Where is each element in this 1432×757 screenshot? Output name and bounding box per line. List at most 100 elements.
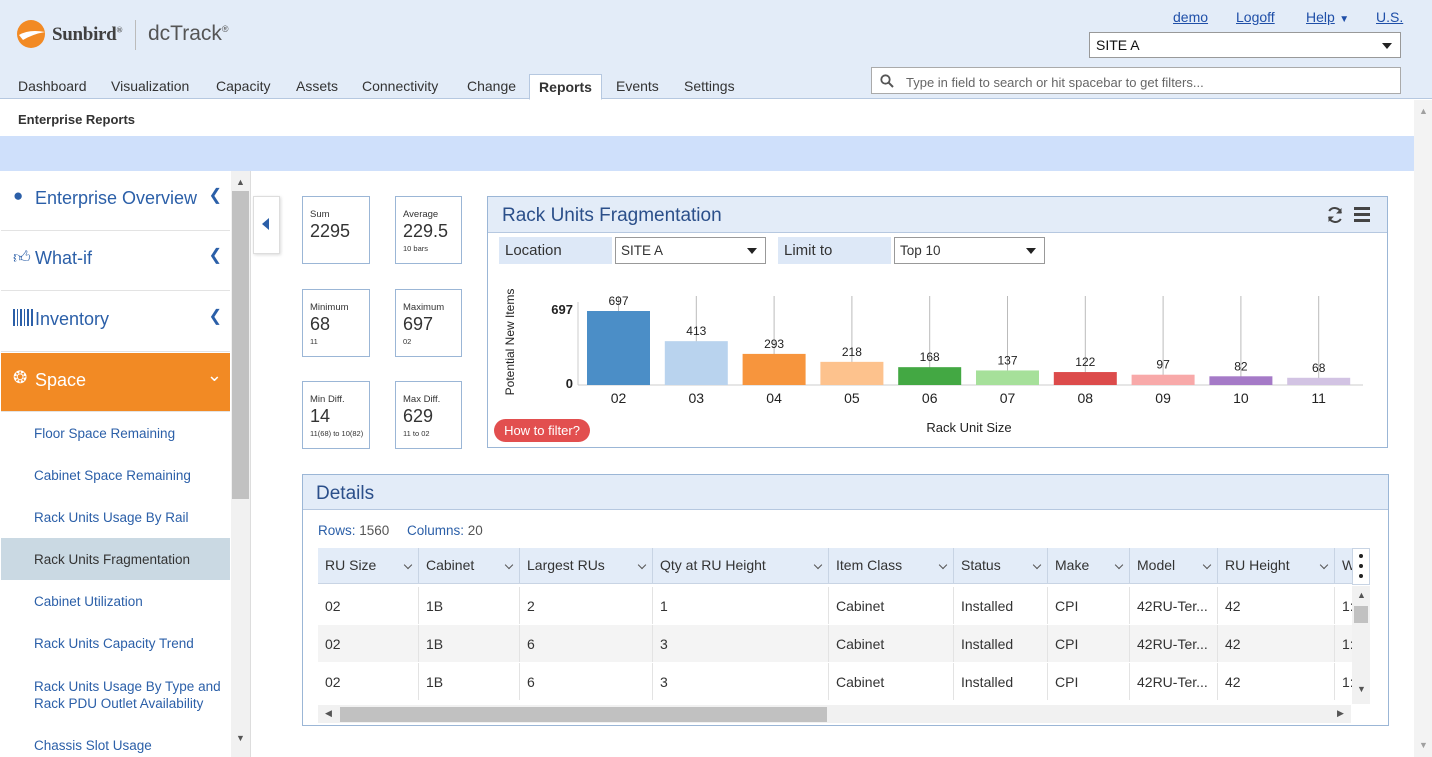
bar-03[interactable] (664, 341, 728, 385)
sidebar-scroll-thumb[interactable] (232, 191, 249, 499)
chevron-down-icon[interactable] (637, 560, 647, 570)
site-select[interactable]: SITE A (1089, 32, 1401, 58)
location-select[interactable]: SITE A (615, 237, 766, 264)
column-header[interactable]: RU Height (1218, 548, 1335, 584)
tab-dashboard[interactable]: Dashboard (18, 78, 87, 94)
chevron-left-icon: ❮ (208, 308, 222, 325)
chevron-down-icon[interactable] (1202, 560, 1212, 570)
caret-left-icon (262, 218, 269, 230)
bar-07[interactable] (976, 370, 1039, 385)
sidebar-item-cabinet-space-remaining[interactable]: Cabinet Space Remaining (34, 468, 191, 483)
user-link[interactable]: demo (1173, 9, 1209, 25)
bar-11[interactable] (1287, 377, 1351, 385)
chevron-down-icon[interactable] (938, 560, 948, 570)
column-header[interactable]: Status (954, 548, 1048, 584)
sidebar-section-enterprise-overview[interactable]: ● Enterprise Overview ❮ (1, 171, 230, 231)
x-tick-label: 06 (922, 390, 938, 406)
chevron-down-icon[interactable] (1114, 560, 1124, 570)
tab-settings[interactable]: Settings (684, 78, 735, 94)
column-header[interactable]: RU Size (318, 548, 419, 584)
sidebar-section-space[interactable]: ❂ Space ⌄ (1, 353, 230, 412)
column-header[interactable]: Item Class (829, 548, 954, 584)
tab-assets[interactable]: Assets (296, 78, 339, 94)
scroll-up-icon[interactable]: ▲ (1357, 590, 1366, 600)
table-cell: 42 (1218, 663, 1335, 700)
bar-05[interactable] (820, 361, 884, 385)
sidebar-item-rack-units-fragmentation[interactable]: Rack Units Fragmentation (1, 538, 230, 580)
column-header-label: Model (1137, 557, 1176, 573)
scroll-right-icon[interactable]: ▶ (1337, 708, 1344, 718)
logoff-link[interactable]: Logoff (1236, 9, 1275, 25)
tab-events[interactable]: Events (616, 78, 659, 94)
x-tick-label: 03 (689, 390, 705, 406)
grid-vertical-scrollbar[interactable]: ▲ ▼ (1352, 586, 1370, 704)
search-placeholder: Type in field to search or hit spacebar … (906, 75, 1204, 90)
bar-value-label: 697 (608, 294, 628, 308)
chevron-down-icon[interactable] (1032, 560, 1042, 570)
limit-select-value: Top 10 (900, 243, 941, 258)
chevron-down-icon[interactable] (403, 560, 413, 570)
chevron-down-icon[interactable] (1319, 560, 1329, 570)
scroll-down-icon[interactable]: ▼ (1419, 740, 1428, 750)
table-row[interactable]: 02 1B 6 3 Cabinet Installed CPI 42RU-Ter... 42 1: (318, 663, 1370, 700)
scroll-up-icon[interactable]: ▲ (1419, 106, 1428, 116)
grid-horizontal-thumb[interactable] (340, 707, 827, 722)
bar-08[interactable] (1053, 372, 1117, 385)
bar-10[interactable] (1209, 376, 1273, 385)
sidebar-section-inventory[interactable]: Inventory ❮ (1, 292, 230, 352)
column-header[interactable]: Qty at RU Height (653, 548, 829, 584)
table-row[interactable]: 02 1B 6 3 Cabinet Installed CPI 42RU-Ter... 42 1: (318, 625, 1370, 662)
sidebar-item-rack-units-usage-by-type[interactable]: Rack Units Usage By Type and Rack PDU Ou… (34, 679, 221, 711)
sidebar-item-rack-units-capacity-trend[interactable]: Rack Units Capacity Trend (34, 636, 194, 651)
chevron-down-icon[interactable] (813, 560, 823, 570)
sidebar-item-floor-space-remaining[interactable]: Floor Space Remaining (34, 426, 176, 441)
x-tick-label: 04 (766, 390, 782, 406)
details-panel: Details (302, 474, 1389, 726)
bar-02[interactable] (587, 311, 650, 385)
how-to-filter-button[interactable]: How to filter? (494, 419, 590, 442)
refresh-icon[interactable] (1326, 206, 1344, 224)
page-scrollbar[interactable]: ▲ ▼ (1414, 100, 1432, 757)
limit-select[interactable]: Top 10 (894, 237, 1045, 264)
rows-value: 1560 (359, 523, 390, 538)
tab-connectivity[interactable]: Connectivity (362, 78, 439, 94)
stat-sub: 02 (403, 337, 412, 346)
sidebar-section-what-if[interactable]: 👍︎ What-if ❮ (1, 231, 230, 291)
tab-capacity[interactable]: Capacity (216, 78, 271, 94)
search-input[interactable]: Type in field to search or hit spacebar … (871, 67, 1401, 94)
scroll-up-icon[interactable]: ▲ (236, 177, 245, 187)
column-header[interactable]: Cabinet (419, 548, 520, 584)
column-count: Columns: 20 (407, 523, 483, 538)
locale-link[interactable]: U.S. (1376, 9, 1404, 25)
row-count: Rows: 1560 (318, 523, 389, 538)
tab-reports[interactable]: Reports (529, 74, 602, 100)
bar-04[interactable] (742, 353, 806, 385)
table-row[interactable]: 02 1B 2 1 Cabinet Installed CPI 42RU-Ter... 42 1: (318, 587, 1370, 624)
breadcrumb: Enterprise Reports (0, 100, 1414, 136)
bar-09[interactable] (1131, 374, 1195, 385)
tab-visualization[interactable]: Visualization (111, 78, 190, 94)
collapse-sidebar-button[interactable] (253, 196, 280, 254)
help-menu[interactable]: Help ▼ (1306, 9, 1349, 27)
table-cell: Installed (954, 587, 1048, 624)
menu-icon[interactable] (1354, 207, 1370, 222)
sidebar-item-cabinet-utilization[interactable]: Cabinet Utilization (34, 594, 143, 609)
grid-options-button[interactable] (1352, 548, 1370, 585)
chevron-down-icon[interactable] (504, 560, 514, 570)
scroll-left-icon[interactable]: ◀ (325, 708, 332, 718)
table-cell: 2 (520, 587, 653, 624)
column-header[interactable]: Model (1130, 548, 1218, 584)
sidebar-item-chassis-slot-usage[interactable]: Chassis Slot Usage (34, 738, 152, 753)
grid-vertical-thumb[interactable] (1354, 606, 1368, 623)
sunbird-logo-icon (17, 20, 45, 48)
x-tick-label: 05 (844, 390, 860, 406)
bar-06[interactable] (898, 367, 962, 385)
details-panel-title: Details (316, 483, 375, 504)
column-header[interactable]: Make (1048, 548, 1130, 584)
scroll-down-icon[interactable]: ▼ (236, 733, 245, 743)
column-header[interactable]: Largest RUs (520, 548, 653, 584)
scroll-down-icon[interactable]: ▼ (1357, 684, 1366, 694)
tab-change[interactable]: Change (467, 78, 517, 94)
sidebar-item-rack-units-usage-by-rail[interactable]: Rack Units Usage By Rail (34, 510, 189, 525)
help-link[interactable]: Help (1306, 9, 1335, 25)
